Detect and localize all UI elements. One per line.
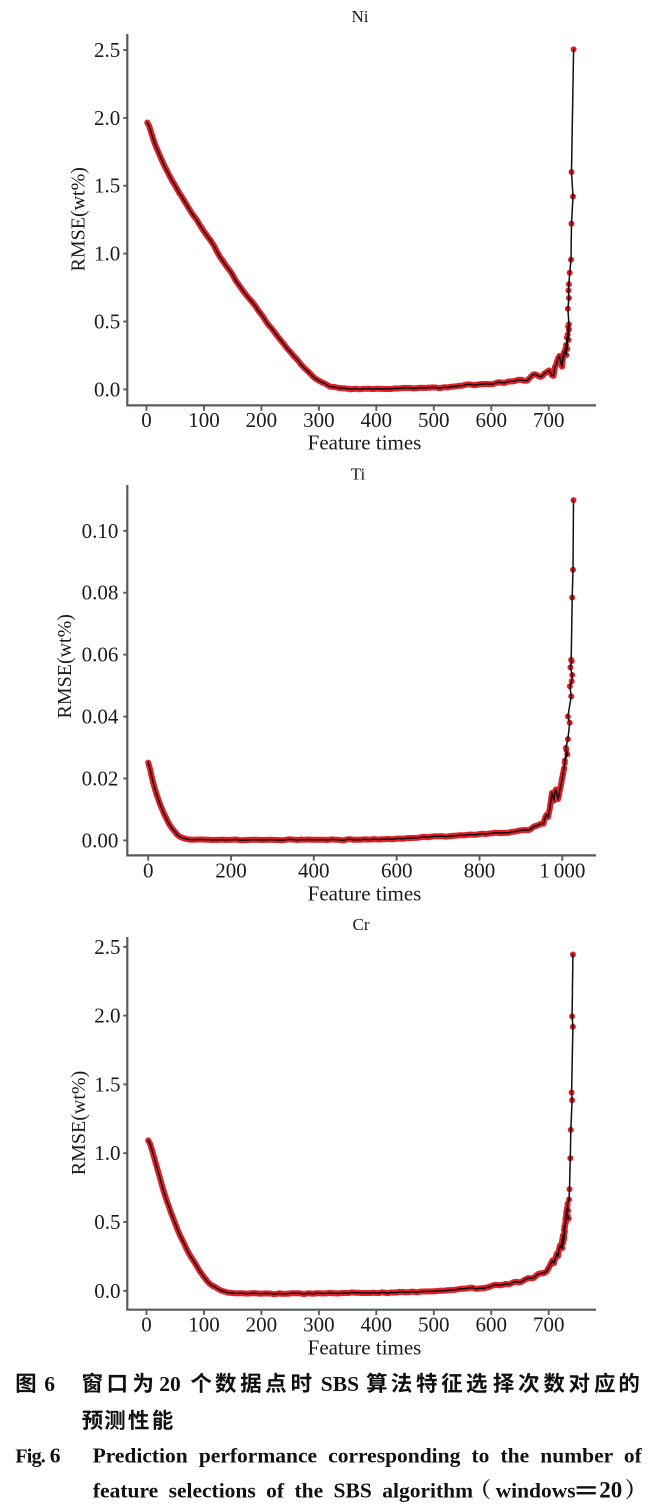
svg-text:20: 20 [599, 1477, 622, 1502]
svg-text:Fig.: Fig. [15, 1445, 45, 1467]
svg-text:200: 200 [246, 408, 278, 432]
svg-text:20: 20 [159, 1372, 181, 1396]
svg-text:RMSE(wt%): RMSE(wt%) [67, 167, 89, 271]
svg-text:100: 100 [188, 1312, 220, 1336]
svg-text:400: 400 [361, 1312, 393, 1336]
svg-text:0.0: 0.0 [94, 1279, 120, 1303]
svg-text:2.5: 2.5 [94, 935, 120, 959]
svg-text:1.5: 1.5 [94, 1072, 120, 1096]
svg-text:RMSE(wt%): RMSE(wt%) [54, 614, 76, 718]
svg-text:300: 300 [303, 408, 335, 432]
svg-text:800: 800 [464, 858, 496, 882]
svg-text:2.0: 2.0 [94, 1004, 120, 1028]
svg-text:0.5: 0.5 [94, 310, 120, 334]
svg-text:6: 6 [44, 1372, 55, 1396]
svg-text:200: 200 [246, 1312, 278, 1336]
svg-text:feature selections of the SBS: feature selections of the SBS algorithm [93, 1478, 473, 1502]
svg-text:RMSE(wt%): RMSE(wt%) [68, 1071, 90, 1175]
svg-text:0.06: 0.06 [82, 643, 119, 667]
svg-text:400: 400 [361, 408, 393, 432]
svg-text:Ti: Ti [351, 464, 366, 483]
svg-text:0.04: 0.04 [82, 705, 119, 729]
svg-text:Cr: Cr [353, 915, 370, 934]
svg-text:500: 500 [418, 408, 450, 432]
svg-text:0: 0 [143, 858, 154, 882]
svg-text:0: 0 [141, 1312, 152, 1336]
svg-text:Feature times: Feature times [308, 882, 422, 906]
svg-text:600: 600 [381, 858, 413, 882]
svg-text:Ni: Ni [352, 7, 369, 26]
svg-text:0.5: 0.5 [94, 1210, 120, 1234]
svg-text:1.0: 1.0 [94, 242, 120, 266]
svg-text:1.5: 1.5 [94, 174, 120, 198]
svg-text:200: 200 [215, 858, 247, 882]
svg-text:600: 600 [476, 408, 508, 432]
svg-text:0.00: 0.00 [82, 828, 119, 852]
svg-text:1 000: 1 000 [539, 858, 585, 882]
svg-text:Feature times: Feature times [308, 431, 422, 455]
svg-text:0: 0 [141, 408, 152, 432]
svg-text:700: 700 [533, 1312, 565, 1336]
svg-text:2.5: 2.5 [94, 38, 120, 62]
svg-text:1.0: 1.0 [94, 1141, 120, 1165]
svg-text:Prediction performance corresp: Prediction performance corresponding to … [93, 1443, 643, 1467]
svg-text:0.10: 0.10 [82, 519, 119, 543]
svg-text:0.02: 0.02 [82, 767, 119, 791]
svg-text:2.0: 2.0 [94, 106, 120, 130]
svg-text:windows: windows [496, 1478, 576, 1502]
svg-text:SBS: SBS [321, 1372, 359, 1396]
svg-text:300: 300 [303, 1312, 335, 1336]
svg-text:600: 600 [476, 1312, 508, 1336]
svg-text:700: 700 [533, 408, 565, 432]
svg-text:500: 500 [418, 1312, 450, 1336]
svg-text:Feature times: Feature times [308, 1336, 422, 1360]
svg-text:0.0: 0.0 [94, 377, 120, 401]
svg-text:0.08: 0.08 [82, 581, 119, 605]
svg-text:6: 6 [50, 1443, 61, 1467]
svg-text:100: 100 [188, 408, 220, 432]
svg-text:400: 400 [298, 858, 330, 882]
